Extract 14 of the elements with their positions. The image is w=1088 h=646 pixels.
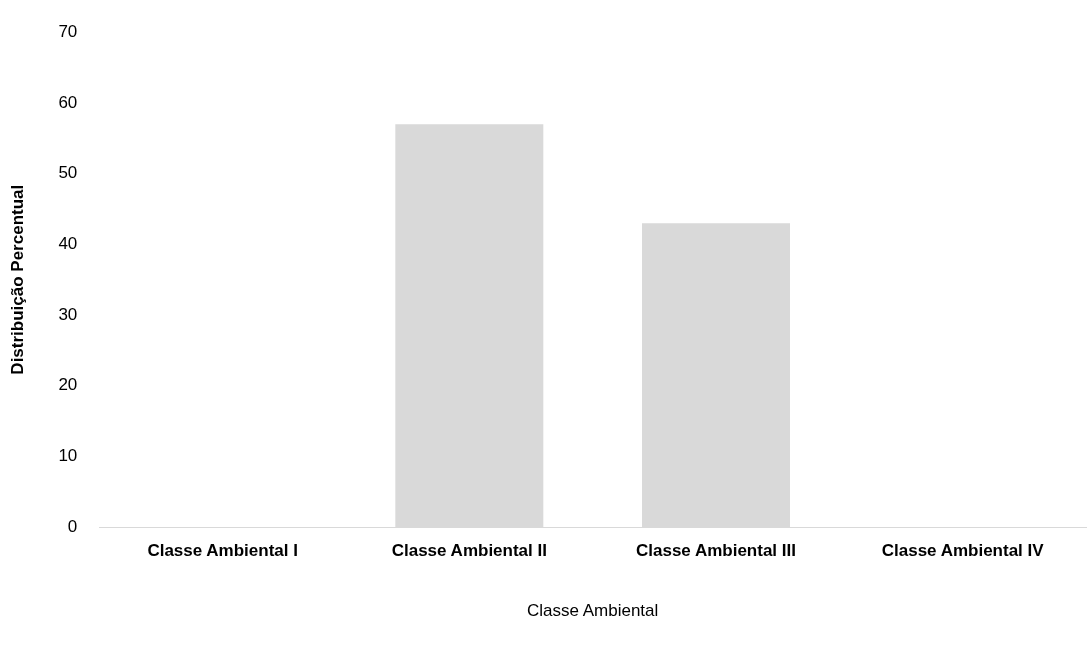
y-tick-label: 20: [58, 375, 78, 395]
y-tick-label: 70: [58, 21, 78, 41]
y-tick-label: 60: [58, 92, 78, 112]
x-tick-label: Classe Ambiental III: [636, 541, 796, 561]
x-tick-label: Classe Ambiental II: [391, 541, 547, 561]
y-tick-label: 10: [58, 446, 78, 466]
y-tick-label: 0: [67, 516, 78, 536]
y-tick-label: 30: [58, 304, 78, 324]
y-tick-label: 50: [58, 163, 78, 183]
x-tick-label: Classe Ambiental I: [147, 541, 298, 561]
y-tick-label: 40: [58, 234, 78, 254]
x-tick-label: Classe Ambiental IV: [881, 541, 1045, 561]
x-axis-title: Classe Ambiental: [526, 601, 659, 621]
y-axis-title: Distribuição Percentual: [7, 184, 27, 375]
